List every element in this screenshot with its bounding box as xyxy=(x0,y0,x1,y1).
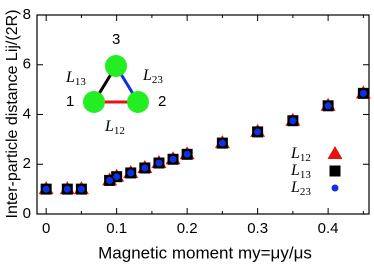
point xyxy=(254,128,262,136)
edge-label: L12 xyxy=(104,118,125,137)
legend-label: L13 xyxy=(290,162,311,181)
legend-label: L12 xyxy=(290,145,311,164)
x-axis-label: Magnetic moment my=μy/μs xyxy=(98,243,312,262)
point xyxy=(106,176,114,184)
y-tick-label: 8 xyxy=(23,6,31,23)
particle xyxy=(105,55,127,77)
edge-label: L13 xyxy=(65,69,86,88)
x-tick-label: 0.4 xyxy=(318,220,339,237)
legend-marker xyxy=(327,146,343,159)
point xyxy=(359,89,367,97)
point xyxy=(169,155,177,163)
point xyxy=(113,173,121,181)
point xyxy=(77,185,85,193)
point xyxy=(324,102,332,110)
node-label: 2 xyxy=(158,93,166,110)
particle xyxy=(127,91,149,113)
legend-marker xyxy=(329,165,341,177)
point xyxy=(218,139,226,147)
legend-label: L23 xyxy=(290,179,311,198)
node-label: 1 xyxy=(66,93,74,110)
point xyxy=(63,185,71,193)
x-tick-label: 0.2 xyxy=(177,220,198,237)
inset: 1 2 3 L12 L13 L23 xyxy=(65,31,166,137)
y-tick-label: 6 xyxy=(23,56,31,73)
y-tick-label: 2 xyxy=(23,155,31,172)
legend-marker xyxy=(331,184,339,192)
point xyxy=(183,150,191,158)
node-label: 3 xyxy=(112,31,120,48)
edge-label: L23 xyxy=(142,67,163,86)
y-tick-label: 4 xyxy=(23,105,31,122)
x-tick-label: 0.1 xyxy=(106,220,127,237)
x-tick-label: 0.3 xyxy=(247,220,268,237)
point xyxy=(42,185,50,193)
point xyxy=(127,169,135,177)
point xyxy=(155,159,163,167)
point xyxy=(141,164,149,172)
particle xyxy=(83,91,105,113)
x-tick-label: 0 xyxy=(42,220,50,237)
y-tick-label: 0 xyxy=(23,205,31,222)
y-axis-label: Inter-particle distance Lij/(2R) xyxy=(4,10,21,219)
point xyxy=(289,117,297,125)
